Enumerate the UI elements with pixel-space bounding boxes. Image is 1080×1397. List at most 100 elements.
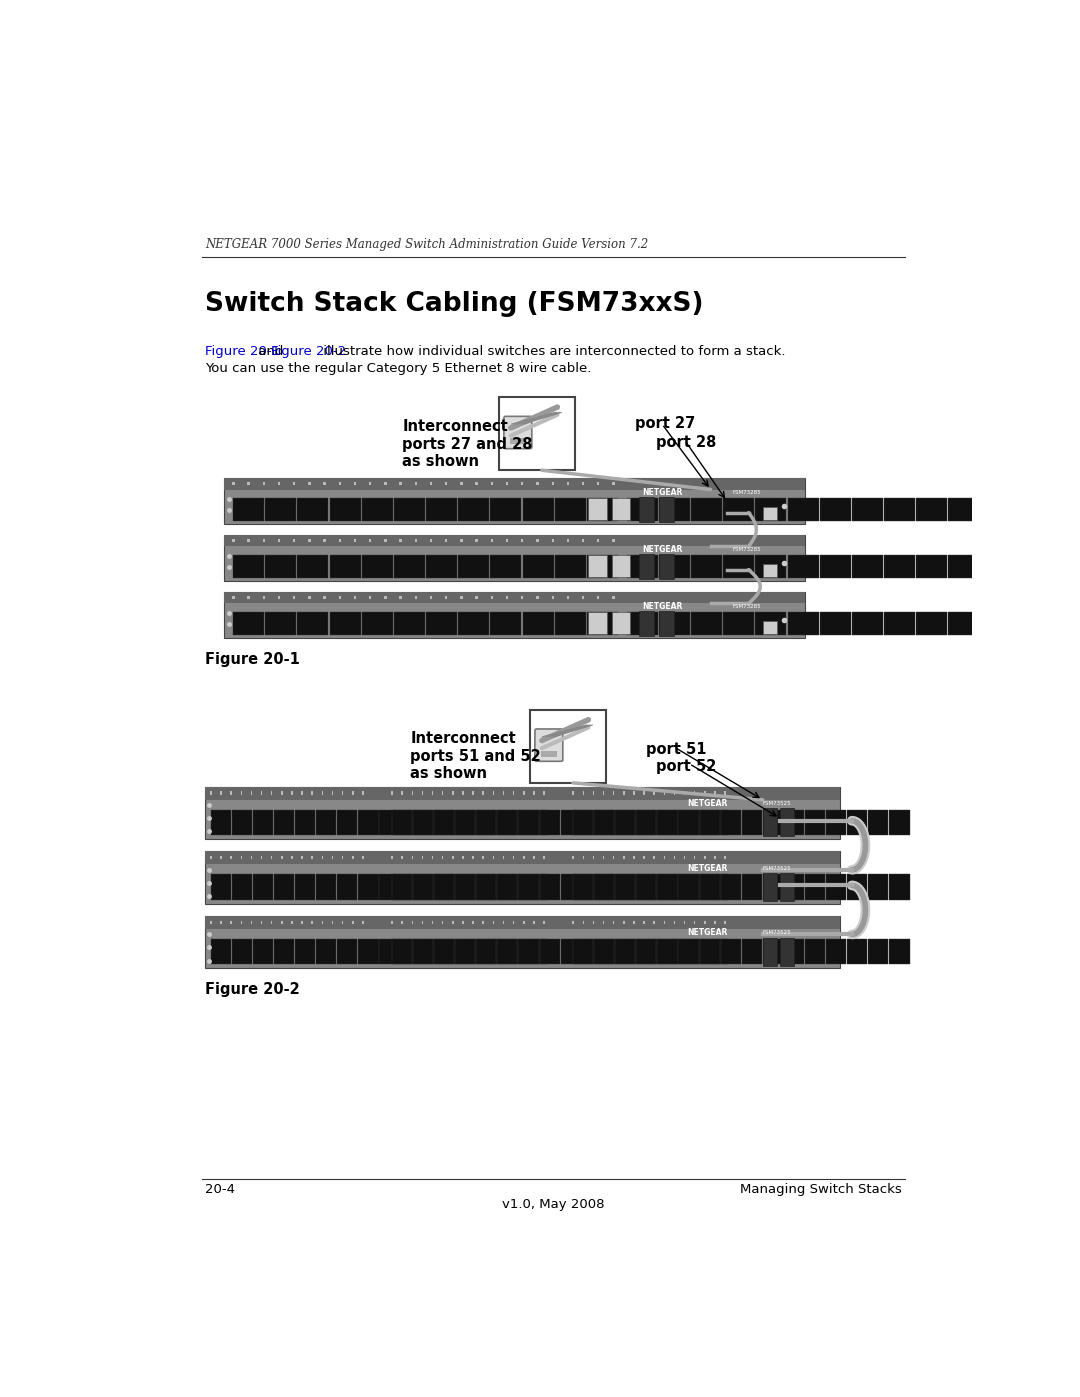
Bar — [612, 482, 615, 485]
FancyBboxPatch shape — [527, 809, 548, 835]
FancyBboxPatch shape — [540, 809, 559, 835]
Bar — [659, 497, 674, 522]
FancyBboxPatch shape — [253, 875, 273, 900]
Bar — [623, 921, 624, 923]
Bar — [633, 856, 635, 859]
FancyBboxPatch shape — [555, 555, 585, 578]
Text: NETGEAR: NETGEAR — [643, 602, 683, 612]
FancyBboxPatch shape — [426, 555, 457, 578]
Bar — [674, 921, 675, 923]
FancyBboxPatch shape — [497, 809, 517, 835]
FancyBboxPatch shape — [603, 809, 623, 835]
FancyBboxPatch shape — [724, 555, 754, 578]
FancyBboxPatch shape — [379, 875, 400, 900]
FancyBboxPatch shape — [742, 939, 761, 964]
Bar — [400, 482, 402, 485]
Bar — [262, 597, 265, 599]
FancyBboxPatch shape — [476, 939, 497, 964]
FancyBboxPatch shape — [847, 939, 867, 964]
FancyBboxPatch shape — [337, 939, 357, 964]
Bar — [653, 792, 654, 795]
FancyBboxPatch shape — [266, 555, 296, 578]
Bar — [400, 597, 402, 599]
Bar — [490, 539, 494, 542]
FancyBboxPatch shape — [755, 555, 786, 578]
FancyBboxPatch shape — [211, 875, 231, 900]
FancyBboxPatch shape — [594, 875, 615, 900]
FancyBboxPatch shape — [518, 875, 539, 900]
Bar — [714, 921, 716, 923]
Bar — [492, 792, 495, 795]
Bar — [460, 597, 462, 599]
Bar — [205, 916, 840, 929]
FancyBboxPatch shape — [724, 612, 754, 634]
Text: Interconnect
ports 27 and 28
as shown: Interconnect ports 27 and 28 as shown — [403, 419, 532, 469]
Bar — [311, 921, 313, 923]
FancyBboxPatch shape — [645, 875, 665, 900]
FancyBboxPatch shape — [890, 875, 909, 900]
FancyBboxPatch shape — [499, 397, 576, 471]
FancyBboxPatch shape — [316, 875, 336, 900]
Bar — [612, 597, 615, 599]
FancyBboxPatch shape — [586, 497, 618, 521]
Bar — [415, 597, 417, 599]
Bar — [260, 792, 262, 795]
Bar — [638, 610, 654, 636]
Text: port 27: port 27 — [635, 416, 696, 432]
Bar — [247, 597, 249, 599]
Bar — [278, 597, 280, 599]
Bar — [354, 597, 356, 599]
Bar — [475, 597, 477, 599]
FancyBboxPatch shape — [535, 729, 563, 761]
Bar — [523, 921, 525, 923]
FancyBboxPatch shape — [820, 497, 851, 521]
FancyBboxPatch shape — [561, 809, 581, 835]
Bar — [582, 597, 584, 599]
Bar — [762, 507, 777, 521]
FancyBboxPatch shape — [645, 809, 665, 835]
FancyBboxPatch shape — [826, 939, 847, 964]
Bar — [472, 921, 474, 923]
Bar — [780, 809, 794, 837]
Text: 20-4: 20-4 — [205, 1183, 234, 1196]
Bar — [281, 921, 283, 923]
Bar — [674, 856, 675, 859]
Bar — [442, 792, 444, 795]
Bar — [369, 539, 372, 542]
Bar — [505, 539, 509, 542]
Bar — [342, 792, 343, 795]
Bar — [241, 792, 242, 795]
Bar — [762, 564, 777, 577]
FancyBboxPatch shape — [586, 612, 618, 634]
Bar — [292, 856, 293, 859]
Bar — [430, 597, 432, 599]
FancyBboxPatch shape — [523, 555, 554, 578]
FancyBboxPatch shape — [762, 939, 783, 964]
FancyBboxPatch shape — [981, 555, 1012, 578]
Bar — [400, 539, 402, 542]
Bar — [460, 539, 462, 542]
Text: Switch Stack Cabling (FSM73xxS): Switch Stack Cabling (FSM73xxS) — [205, 291, 703, 317]
Bar — [260, 856, 262, 859]
Text: FSM73525: FSM73525 — [762, 866, 792, 870]
Bar — [638, 553, 654, 578]
FancyBboxPatch shape — [603, 939, 623, 964]
FancyBboxPatch shape — [885, 555, 915, 578]
FancyBboxPatch shape — [233, 555, 264, 578]
FancyBboxPatch shape — [916, 555, 947, 578]
FancyBboxPatch shape — [948, 497, 980, 521]
Bar — [205, 916, 840, 968]
Bar — [292, 921, 293, 923]
FancyBboxPatch shape — [337, 809, 357, 835]
FancyBboxPatch shape — [392, 939, 411, 964]
FancyBboxPatch shape — [645, 939, 665, 964]
Bar — [278, 539, 280, 542]
FancyBboxPatch shape — [426, 612, 457, 634]
FancyBboxPatch shape — [561, 939, 581, 964]
Bar — [582, 792, 584, 795]
FancyBboxPatch shape — [253, 809, 273, 835]
Bar — [483, 792, 484, 795]
FancyBboxPatch shape — [594, 809, 615, 835]
Text: Interconnect
ports 51 and 52
as shown: Interconnect ports 51 and 52 as shown — [410, 731, 541, 781]
FancyBboxPatch shape — [636, 809, 657, 835]
